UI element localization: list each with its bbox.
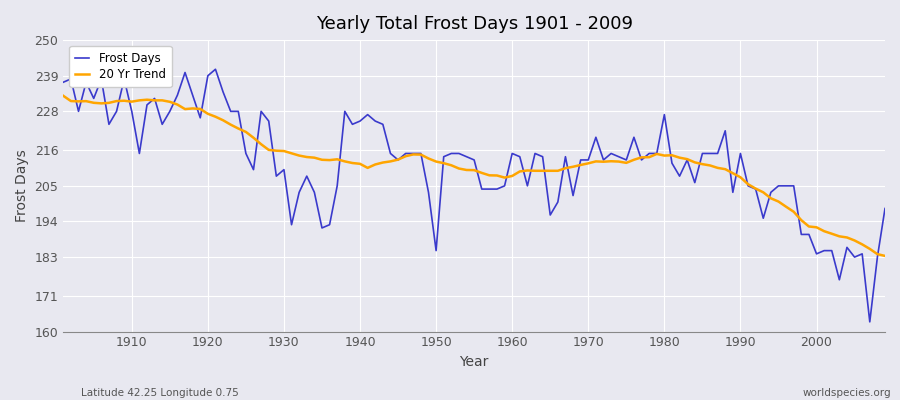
Frost Days (515, 154, 526, 159)
Frost Days (293, 190, 304, 195)
Legend: Frost Days, 20 Yr Trend: Frost Days, 20 Yr Trend (69, 46, 172, 87)
20 Yr Trend (507, 174, 517, 178)
20 Yr Trend (500, 175, 510, 180)
Frost Days (339, 109, 350, 114)
Title: Yearly Total Frost Days 1901 - 2009: Yearly Total Frost Days 1901 - 2009 (316, 15, 633, 33)
Frost Days (606, 151, 616, 156)
Frost Days (507, 151, 517, 156)
Frost Days (58, 80, 68, 85)
Text: worldspecies.org: worldspecies.org (803, 388, 891, 398)
20 Yr Trend (598, 159, 609, 164)
20 Yr Trend (879, 254, 890, 258)
Frost Days (210, 67, 220, 72)
Line: 20 Yr Trend: 20 Yr Trend (63, 96, 885, 256)
20 Yr Trend (58, 94, 68, 98)
X-axis label: Year: Year (460, 355, 489, 369)
20 Yr Trend (286, 151, 297, 156)
20 Yr Trend (332, 157, 343, 162)
Frost Days (119, 76, 130, 81)
Text: Latitude 42.25 Longitude 0.75: Latitude 42.25 Longitude 0.75 (81, 388, 239, 398)
Frost Days (864, 320, 875, 324)
Y-axis label: Frost Days: Frost Days (15, 150, 29, 222)
Line: Frost Days: Frost Days (63, 69, 885, 322)
20 Yr Trend (119, 98, 130, 103)
Frost Days (879, 206, 890, 211)
